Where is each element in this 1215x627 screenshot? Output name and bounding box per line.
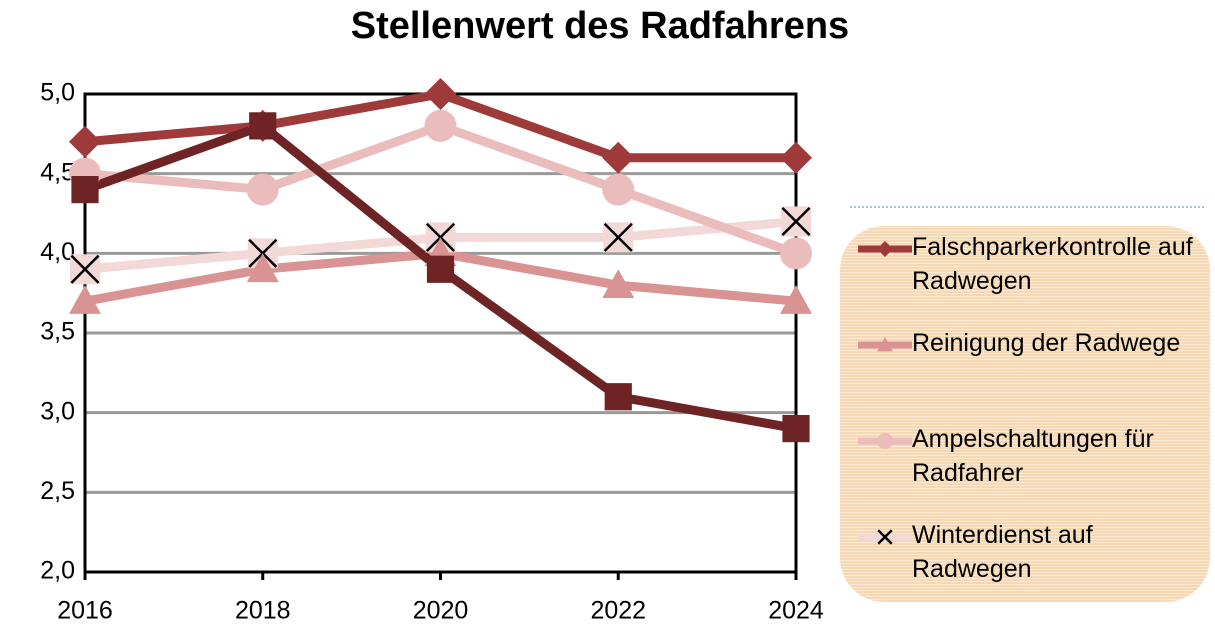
legend-label: Winterdienst auf Radwegen xyxy=(912,521,1093,583)
marker xyxy=(426,255,455,283)
legend-swatch xyxy=(858,433,912,449)
legend-label: Falschparkerkontrolle auf Radwegen xyxy=(912,233,1193,295)
legend-swatch xyxy=(858,241,912,257)
marker xyxy=(782,415,810,443)
marker xyxy=(604,383,632,411)
legend-swatch xyxy=(858,337,912,352)
marker xyxy=(69,285,101,314)
legend-item: Winterdienst auf Radwegen xyxy=(840,518,1210,610)
legend-item: Ampelschaltungen für Radfahrer xyxy=(840,422,1210,514)
y-tick-label: 2,0 xyxy=(40,557,75,585)
marker xyxy=(246,173,279,206)
legend-item: Reinigung der Radwege xyxy=(840,326,1210,418)
marker xyxy=(780,285,812,314)
legend-label: Reinigung der Radwege xyxy=(912,329,1181,357)
marker xyxy=(781,206,811,236)
legend: Falschparkerkontrolle auf Radwegen Reinig… xyxy=(840,206,1210,602)
marker xyxy=(424,109,457,142)
marker xyxy=(780,237,812,270)
y-tick-label: 2,5 xyxy=(40,477,75,505)
x-tick-label: 2022 xyxy=(590,597,646,625)
x-tick-label: 2024 xyxy=(768,597,824,625)
marker xyxy=(603,222,633,252)
y-tick-label: 4,0 xyxy=(40,238,75,266)
x-tick-label: 2020 xyxy=(413,597,469,625)
marker xyxy=(246,253,279,283)
marker xyxy=(249,112,277,140)
marker xyxy=(69,125,101,158)
y-tick-label: 5,0 xyxy=(40,79,75,107)
marker xyxy=(424,78,457,110)
legend-label: Ampelschaltungen für Radfahrer xyxy=(912,425,1154,487)
marker xyxy=(70,254,100,284)
x-tick-label: 2018 xyxy=(235,597,291,625)
marker xyxy=(71,176,99,204)
marker xyxy=(602,173,635,206)
x-tick-label: 2016 xyxy=(57,597,113,625)
marker xyxy=(877,529,893,545)
marker xyxy=(602,141,635,174)
legend-swatch xyxy=(858,529,912,545)
y-tick-label: 3,5 xyxy=(40,318,75,346)
marker xyxy=(877,241,893,257)
legend-item: Falschparkerkontrolle auf Radwegen xyxy=(840,230,1210,322)
marker xyxy=(877,337,893,352)
chart-title: Stellenwert des Radfahrens xyxy=(351,5,849,47)
marker xyxy=(602,269,635,298)
y-tick-label: 3,0 xyxy=(40,397,75,425)
marker xyxy=(780,141,812,174)
marker xyxy=(877,433,893,449)
